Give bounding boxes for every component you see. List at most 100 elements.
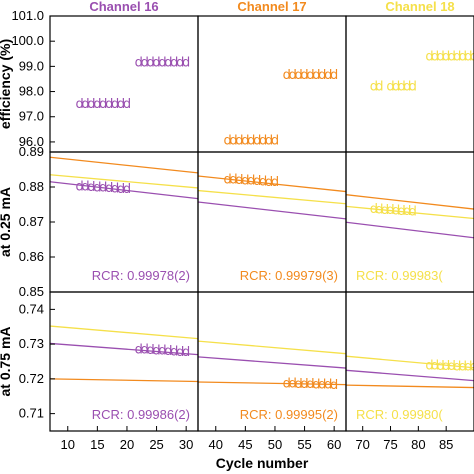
y-tick-label: 99.0 [19,58,44,73]
data-point: d [464,359,472,374]
data-point: d [141,343,149,358]
data-point: d [271,134,279,149]
data-point: d [105,97,113,112]
x-tick-label: 50 [268,437,282,452]
data-point: d [223,172,231,187]
x-tick-label: 55 [297,437,311,452]
data-point: d [318,68,326,83]
channel-title: Channel 16 [89,0,158,14]
data-point: d [375,202,383,217]
data-point: d [324,68,332,83]
data-point: d [312,68,320,83]
y-tick-label: 0.71 [19,406,44,421]
data-point: d [409,205,417,220]
fit-line [50,156,198,174]
y-tick-label: 96.0 [19,134,44,149]
y-tick-label: 0.74 [19,301,44,316]
x-axis-label: Cycle number [216,455,309,471]
data-point: d [289,377,297,392]
x-tick-label: 15 [90,437,104,452]
data-point: d [158,344,166,359]
data-point: d [170,344,178,359]
data-point: d [99,97,107,112]
data-point: d [265,175,273,190]
data-point: d [135,342,143,357]
data-point: d [425,359,433,374]
x-tick-label: 85 [439,437,453,452]
fit-line [198,201,346,220]
y-axis-label: at 0.25 mA [0,187,13,257]
data-point: d [324,377,332,392]
data-point: d [442,49,450,64]
data-point: d [386,80,394,95]
data-point: d [370,80,378,95]
data-point: d [176,345,184,360]
panel-frame [49,15,199,153]
data-point: d [117,182,125,197]
y-tick-label: 101.0 [11,8,44,23]
data-point: d [403,80,411,95]
data-point: d [300,68,308,83]
data-point: d [111,181,119,196]
fit-lines [50,156,474,389]
data-point: d [75,179,83,194]
data-point: d [375,80,383,95]
data-point: d [409,80,417,95]
data-point: d [158,56,166,71]
data-point: d [229,173,237,188]
data-point: d [87,97,95,112]
data-point: d [93,97,101,112]
x-tick-label: 45 [238,437,252,452]
data-point: d [117,97,125,112]
data-point: d [330,378,338,393]
data-point: d [442,359,450,374]
x-tick-label: 70 [355,437,369,452]
fit-line [50,325,198,340]
data-point: d [253,174,261,189]
data-point: d [111,97,119,112]
rcr-label: RCR: 0.99978(2) [92,268,190,283]
y-tick-label: 0.89 [19,144,44,159]
data-point: d [182,345,190,360]
data-point: d [247,134,255,149]
data-point: d [265,134,273,149]
data-point: d [271,175,279,190]
data-point: d [164,56,172,71]
x-tick-label: 30 [179,437,193,452]
x-tick-label: 10 [61,437,75,452]
fit-line [346,205,474,220]
fit-line [198,340,346,355]
data-point: d [470,49,474,64]
data-point: d [147,343,155,358]
data-point: d [300,377,308,392]
fit-line [50,378,198,383]
rcr-label: RCR: 0.99980( [356,407,443,422]
data-point: d [448,49,456,64]
data-point: d [241,134,249,149]
chart-text: Channel 16 10 15 20 25 30 RCR: 0.99978(2) RCR: … [0,0,455,471]
data-point: d [459,49,467,64]
fit-line [198,381,346,386]
data-point: d [403,204,411,219]
x-tick-label: 60 [327,437,341,452]
panel-frames [49,15,474,432]
data-point: d [253,134,261,149]
fit-line [50,181,198,200]
data-point: d [459,359,467,374]
data-point: d [425,49,433,64]
data-point: d [152,56,160,71]
data-point: d [147,56,155,71]
fit-line [198,356,346,369]
rcr-label: RCR: 0.99995(2) [240,407,338,422]
data-point: d [436,359,444,374]
data-point: d [398,80,406,95]
data-point: d [182,56,190,71]
rcr-label: RCR: 0.99979(3) [240,268,338,283]
data-point: d [453,359,461,374]
data-point: d [135,56,143,71]
data-point: d [431,359,439,374]
data-point: d [241,173,249,188]
data-point: d [289,68,297,83]
y-tick-label: 97.0 [19,109,44,124]
